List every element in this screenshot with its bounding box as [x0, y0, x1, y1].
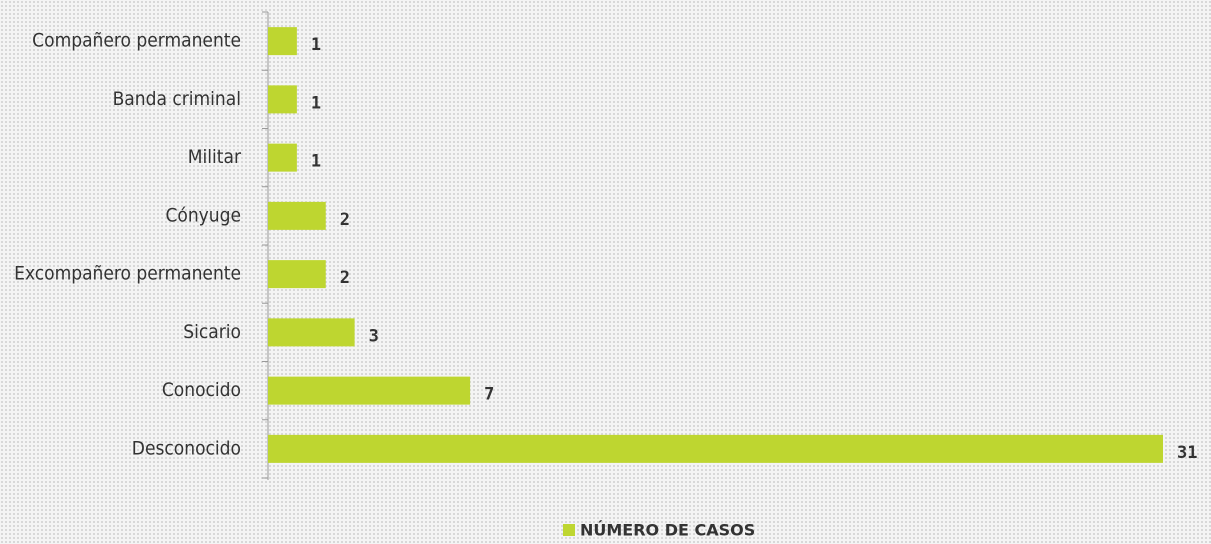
- data-label: 2: [340, 268, 350, 288]
- y-tick-label: Conocido: [162, 379, 241, 401]
- data-label: 2: [340, 210, 350, 230]
- data-label: 31: [1177, 443, 1197, 463]
- bar: [268, 27, 297, 56]
- y-tick-label: Banda criminal: [113, 88, 241, 110]
- bar: [268, 143, 297, 172]
- data-label: 3: [369, 326, 379, 346]
- bar: [268, 85, 297, 114]
- legend-swatch: [563, 524, 575, 536]
- bar: [268, 201, 326, 230]
- y-tick-label: Compañero permanente: [32, 30, 241, 52]
- y-tick-label: Sicario: [183, 321, 241, 343]
- legend-label: NÚMERO DE CASOS: [580, 521, 755, 540]
- bar: [268, 376, 471, 405]
- bar: [268, 318, 355, 347]
- bar: [268, 434, 1163, 463]
- bar: [268, 260, 326, 289]
- data-label: 1: [311, 35, 321, 55]
- y-tick-label: Militar: [188, 146, 242, 168]
- y-tick-label: Excompañero permanente: [14, 263, 241, 285]
- data-label: 1: [311, 93, 321, 113]
- data-label: 1: [311, 152, 321, 172]
- data-label: 7: [484, 385, 494, 405]
- y-tick-label: Desconocido: [132, 437, 241, 459]
- y-tick-label: Cónyuge: [165, 204, 241, 226]
